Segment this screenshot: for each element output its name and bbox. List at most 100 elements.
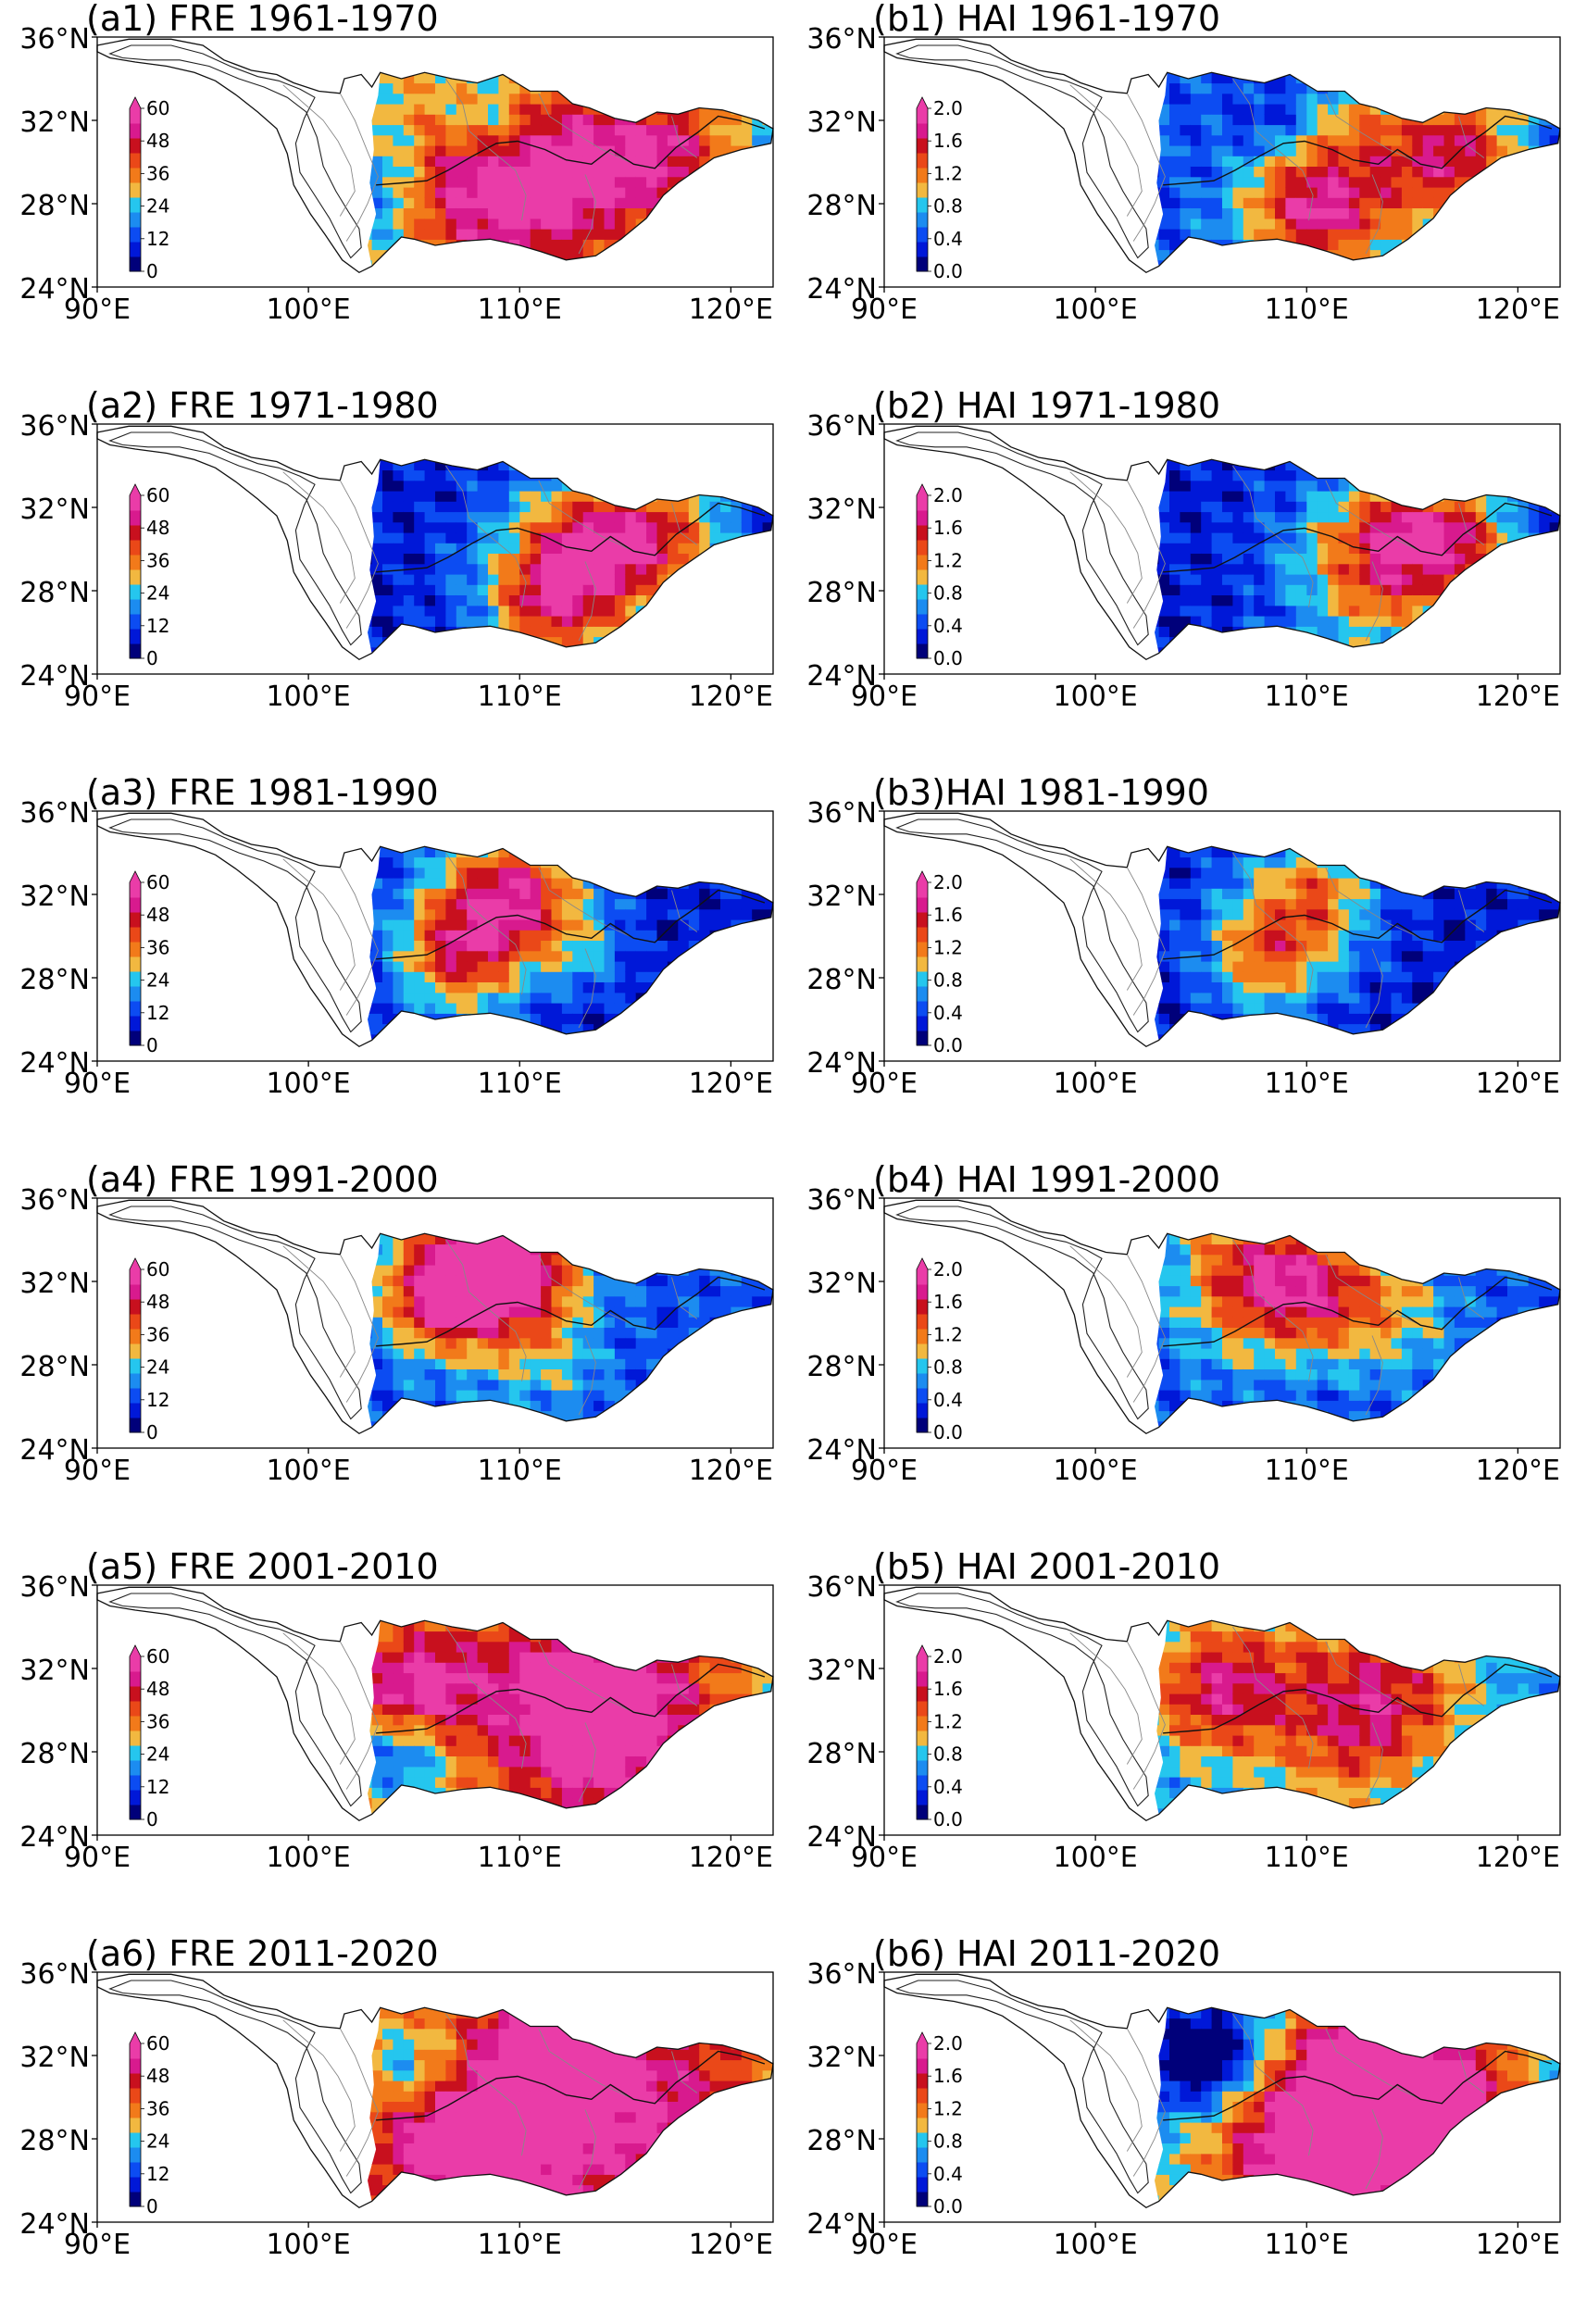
colorbar-tick-label: 60 [146, 1258, 169, 1281]
colorbar-tick-label: 0.4 [933, 2163, 963, 2185]
colorbar: 0.00.40.81.21.62.0 [917, 2032, 963, 2218]
colorbar-tick-label: 0.8 [933, 2130, 963, 2153]
subregion-boundary [283, 2020, 356, 2152]
colorbar-tick-label: 0.0 [933, 1808, 963, 1830]
lon-tick-label: 120°E [689, 681, 773, 713]
colorbar-tick-label: 0.8 [933, 195, 963, 218]
colorbar-tick-label: 2.0 [933, 97, 963, 119]
subregion-boundary [1070, 472, 1143, 604]
colorbar-tick-label: 48 [146, 1678, 169, 1700]
lon-tick-label: 90°E [64, 1068, 131, 1100]
colorbar-tick-label: 1.2 [933, 549, 963, 571]
lon-tick-label: 100°E [1054, 1455, 1138, 1487]
colorbar-tick-label: 12 [146, 1776, 169, 1798]
filled-contour-field [1148, 1997, 1571, 2206]
filled-contour-field [1148, 836, 1571, 1045]
colorbar-tick-label: 48 [146, 130, 169, 152]
colorbar-tick-label: 60 [146, 871, 169, 893]
lon-tick-label: 120°E [689, 294, 773, 326]
colorbar-tick-label: 0 [146, 260, 158, 282]
lon-tick-label: 90°E [64, 294, 131, 326]
colorbar-tick-label: 0.0 [933, 1421, 963, 1443]
filled-contour-field [361, 62, 784, 271]
colorbar-tick-label: 0.8 [933, 1356, 963, 1379]
colorbar-tick-label: 1.2 [933, 2097, 963, 2119]
lat-tick-label: 28°N [19, 2125, 90, 2157]
lon-tick-label: 120°E [1476, 1842, 1560, 1874]
subregion-boundary [1070, 1246, 1143, 1378]
lon-tick-label: 110°E [478, 681, 562, 713]
colorbar-tick-label: 48 [146, 1291, 169, 1313]
lat-tick-label: 28°N [806, 190, 877, 222]
colorbar-tick-label: 24 [146, 969, 169, 992]
colorbar-tick-label: 1.2 [933, 936, 963, 958]
colorbar-tick-label: 0 [146, 2195, 158, 2218]
colorbar-tick-label: 36 [146, 162, 169, 184]
colorbar-tick-label: 1.2 [933, 1323, 963, 1345]
lat-tick-label: 28°N [19, 1738, 90, 1770]
colorbar-tick-label: 0.4 [933, 1002, 963, 1024]
colorbar-tick-label: 2.0 [933, 871, 963, 893]
lat-tick-label: 36°N [19, 410, 90, 443]
colorbar-tick-label: 60 [146, 1645, 169, 1668]
filled-contour-field [1148, 1610, 1571, 1819]
lat-tick-label: 28°N [19, 190, 90, 222]
lon-tick-label: 110°E [478, 1455, 562, 1487]
colorbar-tick-label: 24 [146, 582, 169, 605]
lat-tick-label: 36°N [19, 1571, 90, 1604]
colorbar-tick-label: 0 [146, 1034, 158, 1056]
lon-tick-label: 110°E [478, 1842, 562, 1874]
colorbar: 0.00.40.81.21.62.0 [917, 97, 963, 282]
colorbar-tick-label: 12 [146, 228, 169, 250]
lat-tick-label: 36°N [806, 1184, 877, 1217]
lon-tick-label: 120°E [689, 1455, 773, 1487]
lat-tick-label: 36°N [806, 797, 877, 830]
colorbar-tick-label: 36 [146, 936, 169, 958]
lon-tick-label: 110°E [1265, 681, 1349, 713]
lon-tick-label: 110°E [478, 1068, 562, 1100]
subregion-boundary [1070, 85, 1143, 217]
colorbar-tick-label: 36 [146, 1323, 169, 1345]
lon-tick-label: 100°E [267, 1068, 351, 1100]
lon-tick-label: 90°E [64, 1455, 131, 1487]
lat-tick-label: 36°N [19, 1958, 90, 1991]
lat-tick-label: 32°N [806, 1268, 877, 1300]
lon-tick-label: 100°E [267, 2229, 351, 2261]
lon-tick-label: 110°E [1265, 1455, 1349, 1487]
colorbar-tick-label: 1.6 [933, 130, 963, 152]
colorbar-tick-label: 2.0 [933, 1645, 963, 1668]
colorbar-tick-label: 1.2 [933, 162, 963, 184]
lon-tick-label: 110°E [478, 2229, 562, 2261]
lon-tick-label: 90°E [851, 1455, 918, 1487]
lon-tick-label: 110°E [1265, 2229, 1349, 2261]
lon-tick-label: 120°E [1476, 1068, 1560, 1100]
subregion-boundary [283, 472, 356, 604]
lon-tick-label: 120°E [1476, 2229, 1560, 2261]
lat-tick-label: 36°N [806, 1958, 877, 1991]
colorbar-tick-label: 0.4 [933, 1776, 963, 1798]
colorbar: 0.00.40.81.21.62.0 [917, 1258, 963, 1443]
colorbar-tick-label: 2.0 [933, 2032, 963, 2055]
colorbar-tick-label: 0.0 [933, 2195, 963, 2218]
colorbar-tick-label: 60 [146, 484, 169, 506]
lat-tick-label: 28°N [806, 1351, 877, 1383]
subregion-boundary [1070, 2020, 1143, 2152]
